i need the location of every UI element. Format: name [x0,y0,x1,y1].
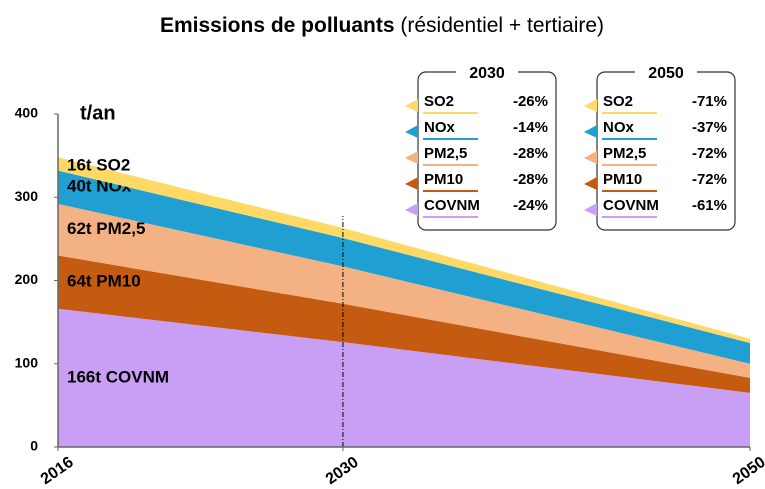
legend-name: PM2,5 [424,145,467,162]
legend-marker [405,125,418,138]
legend-change: -14% [513,119,548,136]
area [58,170,750,364]
legend-title-bg [635,64,697,80]
legend-change: -72% [692,145,727,162]
legend-marker [405,203,418,216]
legend-marker [405,151,418,164]
legend-title: 2030 [469,65,505,82]
legend-name: NOx [424,119,456,136]
legend-marker [584,177,597,190]
area-label: 64t PM10 [67,272,141,291]
legend-change: -71% [692,93,727,110]
y-tick-label: 200 [15,271,39,287]
y-tick-label: 400 [15,105,39,121]
legend-name: NOx [603,119,635,136]
legend-marker [405,177,418,190]
area [58,255,750,393]
legend-title: 2050 [648,65,684,82]
legend-marker [405,99,418,112]
y-tick-label: 0 [30,438,38,454]
legend-name: SO2 [603,93,633,110]
area-label: 16t SO2 [67,155,130,174]
legend-marker [584,125,597,138]
x-tick-label: 2016 [38,454,77,488]
legend-marker [584,151,597,164]
legend-change: -24% [513,197,548,214]
legend-name: SO2 [424,93,454,110]
area [58,157,750,343]
legend-change: -26% [513,93,548,110]
legend-change: -28% [513,171,548,188]
legend-change: -61% [692,197,727,214]
legend-name: PM10 [603,171,642,188]
legend-name: COVNM [424,197,480,214]
legend-marker [584,99,597,112]
area-label: 166t COVNM [67,367,169,386]
y-tick-label: 300 [15,188,39,204]
legend-title-bg [456,64,518,80]
legend-change: -37% [692,119,727,136]
legend-change: -28% [513,145,548,162]
chart-heading: Emissions de polluants (résidentiel + te… [160,14,604,37]
x-tick-label: 2050 [730,454,765,488]
legend-name: PM10 [424,171,463,188]
chart-title: Emissions de polluants [160,14,395,37]
area [58,203,750,378]
legend-name: COVNM [603,197,659,214]
y-tick-label: 100 [15,354,39,370]
area [58,308,750,447]
y-axis-label: t/an [80,102,116,124]
area-label: 62t PM2,5 [67,219,145,238]
chart-subtitle: (résidentiel + tertiaire) [400,14,604,37]
legend-change: -72% [692,171,727,188]
x-tick-label: 2030 [323,454,362,488]
legend-name: PM2,5 [603,145,646,162]
legend-marker [584,203,597,216]
